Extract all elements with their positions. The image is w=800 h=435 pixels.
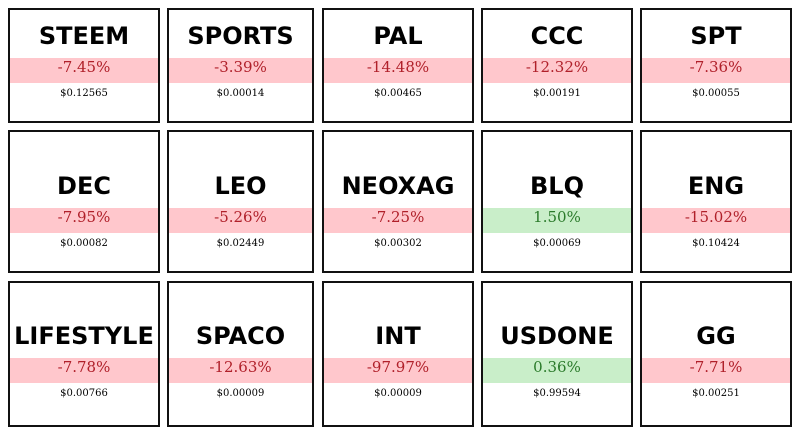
price-change: 0.36% xyxy=(483,358,631,383)
token-symbol: SPT xyxy=(690,22,742,50)
price-change: -3.39% xyxy=(169,58,312,83)
token-tile: SPORTS -3.39% $0.00014 xyxy=(167,8,314,123)
token-symbol: CCC xyxy=(530,22,584,50)
token-price: $0.00009 xyxy=(216,388,265,399)
price-change: -7.71% xyxy=(642,358,790,383)
token-price: $0.10424 xyxy=(692,238,740,249)
token-symbol: NEOXAG xyxy=(341,172,455,200)
token-tile: STEEM -7.45% $0.12565 xyxy=(8,8,160,123)
token-symbol: USDONE xyxy=(500,322,614,350)
token-symbol: SPORTS xyxy=(187,22,294,50)
price-change: -97.97% xyxy=(324,358,472,383)
price-change: -12.32% xyxy=(483,58,631,83)
token-tile: LEO -5.26% $0.02449 xyxy=(167,130,314,273)
token-price: $0.00069 xyxy=(533,238,581,249)
token-price: $0.99594 xyxy=(533,388,581,399)
token-price: $0.02449 xyxy=(216,238,265,249)
price-change: 1.50% xyxy=(483,208,631,233)
token-symbol: LEO xyxy=(214,172,267,200)
token-tile: CCC -12.32% $0.00191 xyxy=(481,8,633,123)
token-tile: LIFESTYLE -7.78% $0.00766 xyxy=(8,281,160,427)
token-price: $0.00302 xyxy=(374,238,422,249)
token-price: $0.00251 xyxy=(692,388,740,399)
token-tile: NEOXAG -7.25% $0.00302 xyxy=(322,130,474,273)
price-change: -14.48% xyxy=(324,58,472,83)
price-change: -12.63% xyxy=(169,358,312,383)
token-price: $0.12565 xyxy=(60,88,108,99)
token-tile: BLQ 1.50% $0.00069 xyxy=(481,130,633,273)
token-symbol: GG xyxy=(696,322,736,350)
token-tile: USDONE 0.36% $0.99594 xyxy=(481,281,633,427)
token-tile: SPT -7.36% $0.00055 xyxy=(640,8,792,123)
token-symbol: PAL xyxy=(373,22,423,50)
token-symbol: SPACO xyxy=(195,322,286,350)
token-symbol: INT xyxy=(375,322,421,350)
token-tile: ENG -15.02% $0.10424 xyxy=(640,130,792,273)
token-symbol: DEC xyxy=(57,172,111,200)
token-price: $0.00014 xyxy=(216,88,265,99)
token-tile: GG -7.71% $0.00251 xyxy=(640,281,792,427)
token-symbol: LIFESTYLE xyxy=(14,322,154,350)
price-change: -7.45% xyxy=(10,58,158,83)
token-price: $0.00191 xyxy=(533,88,581,99)
token-tile: SPACO -12.63% $0.00009 xyxy=(167,281,314,427)
price-change: -15.02% xyxy=(642,208,790,233)
token-tile: PAL -14.48% $0.00465 xyxy=(322,8,474,123)
price-change: -7.78% xyxy=(10,358,158,383)
price-change: -7.95% xyxy=(10,208,158,233)
price-change: -7.36% xyxy=(642,58,790,83)
price-change: -7.25% xyxy=(324,208,472,233)
token-symbol: ENG xyxy=(687,172,745,200)
token-price: $0.00766 xyxy=(60,388,108,399)
token-price: $0.00055 xyxy=(692,88,740,99)
token-price: $0.00082 xyxy=(60,238,108,249)
token-symbol: BLQ xyxy=(530,172,584,200)
price-change: -5.26% xyxy=(169,208,312,233)
token-tile: INT -97.97% $0.00009 xyxy=(322,281,474,427)
token-price: $0.00465 xyxy=(374,88,422,99)
token-price: $0.00009 xyxy=(374,388,422,399)
token-tile: DEC -7.95% $0.00082 xyxy=(8,130,160,273)
token-symbol: STEEM xyxy=(38,22,130,50)
